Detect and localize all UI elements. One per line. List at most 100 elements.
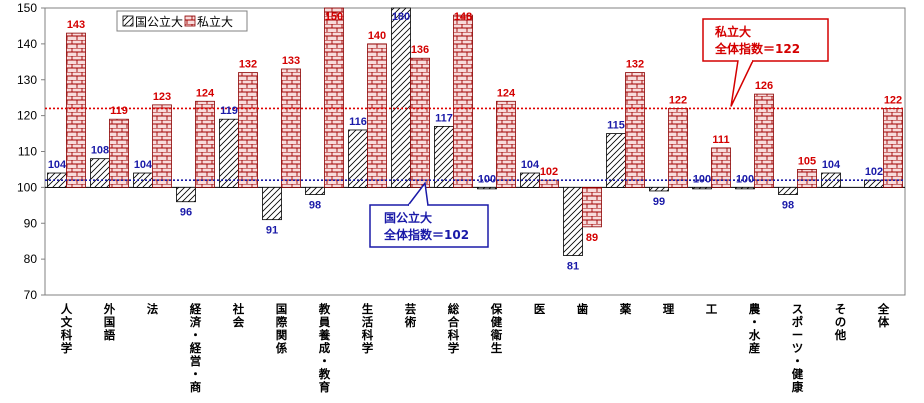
category-label-5: 国際関係: [276, 302, 288, 355]
category-label-18: その他: [834, 302, 847, 342]
public-value-label-4: 119: [220, 105, 238, 117]
category-label-6: 教員養成・教育: [318, 302, 331, 394]
private-bar-4: [238, 72, 258, 188]
private-value-label-14: 122: [669, 94, 687, 106]
private-value-label-4: 132: [239, 59, 257, 71]
bars: [47, 7, 903, 256]
category-labels: 人文科学 外国語 法 経済・経営・商 社会 国際関係 教員養成・教育 生活科学 芸術 総合科学 保健…: [61, 302, 890, 394]
public-callout-line1: 国公立大: [384, 210, 432, 225]
private-bar-16: [754, 93, 774, 188]
category-label-4: 社会: [232, 302, 245, 329]
public-bar-10: [477, 186, 497, 190]
private-value-label-17: 105: [798, 155, 816, 167]
legend-swatch-public: [122, 15, 134, 27]
private-value-label-15: 111: [712, 134, 729, 146]
category-label-15: 工: [706, 302, 718, 316]
private-value-label-8: 136: [411, 44, 429, 56]
private-callout-box: [702, 18, 829, 62]
public-bar-8: [391, 7, 411, 188]
category-label-3: 経済・経営・商: [190, 302, 202, 394]
public-bar-9: [434, 125, 454, 188]
public-value-label-7: 116: [349, 116, 367, 128]
private-value-label-16: 126: [755, 80, 773, 92]
public-value-label-0: 104: [48, 159, 67, 171]
private-value-label-12: 89: [586, 232, 598, 244]
y-tick-label: 110: [18, 145, 37, 159]
private-bar-12: [582, 186, 602, 228]
public-bar-16: [735, 186, 755, 190]
public-bar-15: [692, 186, 712, 190]
public-callout-box: [369, 204, 489, 248]
private-value-label-9: 148: [454, 11, 472, 23]
public-bar-4: [219, 118, 239, 188]
y-tick-label: 120: [17, 109, 37, 123]
private-callout-pointer: [730, 60, 754, 107]
category-label-13: 薬: [619, 302, 632, 316]
y-tick-label: 150: [17, 1, 37, 15]
public-bar-17: [778, 186, 798, 195]
private-bar-9: [453, 14, 473, 188]
public-value-label-1: 108: [91, 145, 109, 157]
private-bar-19: [883, 108, 903, 188]
y-tick-label: 70: [24, 288, 38, 302]
private-value-label-1: 119: [110, 105, 128, 117]
reference-lines: [45, 107, 905, 181]
category-label-0: 人文科学: [61, 302, 73, 355]
y-tick-label: 100: [17, 180, 37, 194]
private-bar-10: [496, 100, 516, 188]
private-callout-line2: 全体指数＝122: [714, 41, 800, 56]
public-value-label-15: 100: [693, 173, 711, 185]
private-bar-15: [711, 147, 731, 188]
public-value-label-19: 102: [865, 166, 883, 178]
category-label-12: 歯: [577, 302, 589, 316]
private-value-label-19: 122: [884, 94, 902, 106]
category-label-1: 外国語: [103, 302, 116, 342]
private-value-label-13: 132: [626, 59, 644, 71]
category-label-2: 法: [147, 302, 159, 316]
private-bar-6: [324, 7, 344, 188]
category-label-14: 理: [663, 302, 675, 316]
public-bar-7: [348, 129, 368, 188]
private-bar-7: [367, 43, 387, 188]
private-bar-11: [539, 179, 559, 188]
legend: 国公立大 私立大: [116, 10, 248, 32]
private-value-label-6: 150: [325, 11, 343, 23]
private-value-label-3: 124: [196, 87, 215, 99]
private-value-label-11: 102: [540, 166, 558, 178]
public-bar-6: [305, 186, 325, 195]
category-label-8: 芸術: [404, 302, 417, 329]
y-tick-label: 80: [24, 252, 38, 266]
public-value-label-18: 104: [822, 159, 841, 171]
public-value-label-5: 91: [266, 225, 278, 237]
public-value-label-11: 104: [521, 159, 540, 171]
private-value-label-7: 140: [368, 30, 386, 42]
public-value-label-14: 99: [653, 196, 665, 208]
category-label-11: 医: [534, 302, 546, 316]
private-bar-5: [281, 68, 301, 188]
category-label-10: 保健衛生: [490, 302, 503, 355]
private-value-label-10: 124: [497, 87, 516, 99]
public-value-label-9: 117: [435, 112, 453, 124]
category-label-9: 総合科学: [448, 302, 460, 355]
category-label-7: 生活科学: [362, 302, 374, 355]
public-value-label-16: 100: [736, 173, 754, 185]
private-value-label-0: 143: [67, 19, 85, 31]
public-bar-14: [649, 186, 669, 192]
private-bar-13: [625, 72, 645, 188]
legend-swatch-private: [184, 15, 196, 27]
private-callout-line1: 私立大: [714, 24, 751, 39]
public-value-label-13: 115: [607, 120, 625, 132]
public-value-label-2: 104: [134, 159, 153, 171]
public-value-label-10: 100: [478, 173, 496, 185]
private-bar-0: [66, 32, 86, 188]
y-tick-label: 90: [24, 216, 38, 230]
public-bar-3: [176, 186, 196, 203]
private-bar-8: [410, 57, 430, 188]
category-label-19: 全体: [877, 302, 890, 329]
y-tick-label: 140: [17, 37, 37, 51]
public-value-label-3: 96: [180, 207, 192, 219]
public-callout-line2: 全体指数＝102: [383, 227, 469, 242]
public-bar-13: [606, 133, 626, 188]
private-bar-2: [152, 104, 172, 188]
